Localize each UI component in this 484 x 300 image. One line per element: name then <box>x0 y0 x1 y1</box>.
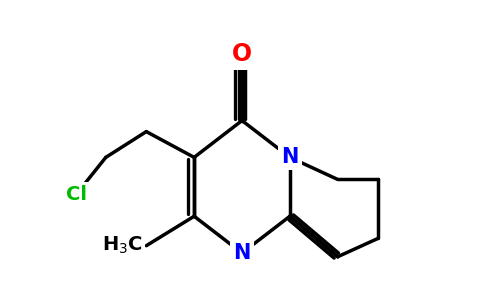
Text: Cl: Cl <box>66 185 87 204</box>
Text: O: O <box>232 42 252 66</box>
Text: H$_3$C: H$_3$C <box>102 235 143 256</box>
Text: N: N <box>281 147 299 167</box>
Text: N: N <box>233 243 251 263</box>
